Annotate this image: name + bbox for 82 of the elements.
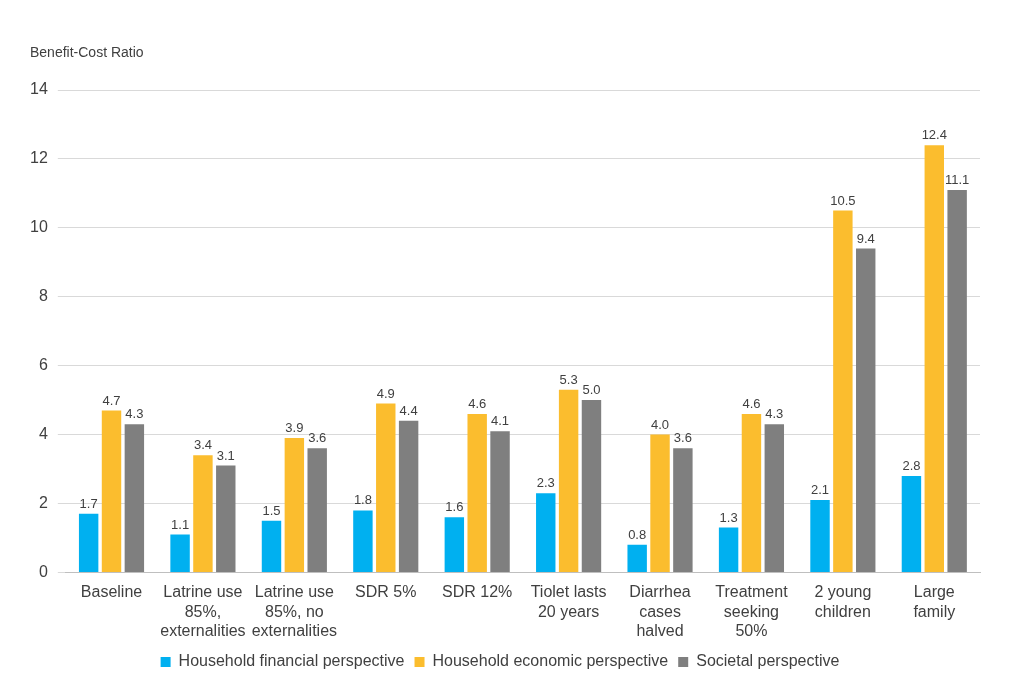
bar: [718, 527, 739, 572]
data-label: 4.3: [125, 406, 144, 422]
bar: [856, 248, 876, 572]
legend-label: Societal perspective: [696, 652, 840, 670]
data-label: 10.5: [830, 192, 856, 208]
bar: [444, 517, 465, 572]
y-tick-label: 8: [38, 287, 48, 305]
y-tick-label: 12: [30, 149, 48, 167]
bar: [193, 455, 213, 572]
data-label: 1.7: [79, 495, 98, 511]
data-label: 1.1: [171, 516, 190, 532]
bar: [536, 493, 556, 572]
data-label: 3.9: [285, 420, 304, 436]
bar: [490, 431, 510, 572]
data-label: 4.9: [376, 385, 395, 401]
data-label: 11.1: [944, 172, 970, 187]
y-tick-label: 6: [38, 356, 48, 374]
bar: [558, 389, 579, 572]
bar: [307, 448, 327, 572]
bar: [78, 513, 99, 572]
data-label: 3.4: [193, 437, 212, 453]
x-tick-label: Treatment seeking 50%: [715, 583, 789, 639]
data-label: 4.1: [491, 413, 510, 429]
x-tick-label: Latrine use 85%, externalities: [160, 583, 246, 639]
x-tick-label: Large family: [913, 583, 956, 620]
data-label: 4.0: [650, 416, 670, 432]
bar: [216, 465, 236, 572]
data-label: 1.6: [445, 499, 464, 515]
data-label: 2.3: [536, 475, 555, 491]
data-label: 4.4: [399, 402, 418, 418]
bar: [398, 420, 419, 572]
data-label: 2.1: [810, 482, 830, 498]
data-label: 4.3: [765, 406, 784, 422]
data-label: 4.6: [742, 395, 761, 411]
y-axis-title: Benefit-Cost Ratio: [30, 44, 144, 60]
bar: [101, 410, 122, 572]
x-tick-label: SDR 5%: [355, 583, 417, 601]
bar: [170, 534, 190, 572]
y-tick-label: 2: [38, 493, 48, 511]
legend-label: Household economic perspective: [432, 652, 669, 670]
data-label: 3.6: [673, 430, 692, 446]
x-tick-label: 2 young children: [814, 583, 872, 620]
data-label: 1.8: [353, 492, 372, 508]
data-label: 1.3: [719, 509, 738, 525]
x-tick-label: Baseline: [80, 583, 143, 601]
data-label: 5.0: [582, 382, 601, 398]
data-label: 1.5: [262, 502, 281, 518]
y-tick-label: 4: [38, 424, 48, 442]
bar: [673, 448, 693, 572]
bar: [284, 438, 305, 572]
data-label: 4.7: [102, 392, 121, 408]
bar: [581, 400, 602, 572]
data-label: 12.4: [921, 127, 947, 143]
bar: [833, 210, 853, 572]
bar: [901, 475, 922, 572]
data-label: 2.8: [902, 458, 921, 473]
y-tick-label: 0: [38, 562, 48, 580]
legend-label: Household financial perspective: [178, 652, 405, 670]
bar: [924, 145, 944, 572]
data-label: 3.6: [308, 430, 327, 446]
x-tick-label: Latrine use 85%, no externalities: [251, 583, 338, 639]
bar: [741, 413, 762, 572]
x-tick-label: Tiolet lasts 20 years: [530, 583, 607, 620]
bar: [124, 424, 145, 572]
bar: [810, 500, 830, 572]
y-tick-label: 10: [30, 218, 48, 236]
bar: [627, 544, 647, 572]
bar: [764, 424, 785, 572]
bar: [947, 189, 967, 572]
data-label: 4.6: [468, 395, 487, 411]
bar: [650, 434, 670, 572]
y-tick-label: 14: [30, 80, 48, 98]
bar: [376, 403, 396, 572]
bar: [261, 520, 282, 572]
data-label: 5.3: [559, 371, 578, 387]
x-tick-label: Diarrhea cases halved: [629, 583, 691, 639]
data-label: 0.8: [628, 526, 647, 542]
bar: [353, 510, 373, 572]
data-label: 3.1: [216, 447, 235, 463]
data-label: 9.4: [856, 230, 875, 246]
bar: [467, 413, 487, 572]
x-tick-label: SDR 12%: [442, 583, 513, 601]
